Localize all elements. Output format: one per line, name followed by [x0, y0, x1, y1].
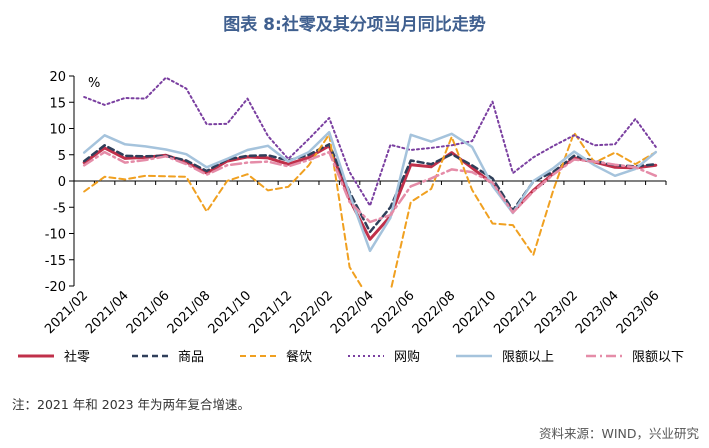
x-tick-label: 2023/06: [614, 288, 663, 337]
x-tick-label: 2023/04: [573, 288, 622, 337]
x-tick-label: 2022/06: [369, 288, 418, 337]
series-line-2: [83, 131, 657, 288]
x-tick-label: 2022/02: [287, 288, 336, 337]
y-tick-label: -20: [45, 280, 66, 295]
footnote: 注：2021 年和 2023 年为两年复合增速。: [12, 397, 251, 412]
y-tick-label: 20: [49, 70, 66, 85]
x-tick-label: 2022/10: [451, 288, 500, 337]
legend-label: 限额以下: [632, 350, 684, 365]
x-tick-label: 2022/08: [410, 288, 459, 337]
x-tick-label: 2021/08: [165, 288, 214, 337]
y-tick-label: 0: [58, 175, 66, 190]
y-axis: [69, 75, 75, 287]
y-tick-label: -5: [53, 201, 66, 216]
series-line-4: [82, 130, 658, 253]
x-tick-label: 2022/04: [328, 288, 377, 337]
y-tick-labels: 20 15 10 5 0 -5 -10 -15 -20: [45, 70, 66, 295]
y-tick-label: 10: [49, 123, 66, 138]
x-tick-label: 2021/10: [206, 288, 255, 337]
legend-label: 社零: [64, 349, 90, 365]
legend: 社零 商品 餐饮 网购 限额以上 限额以下: [18, 349, 684, 365]
series-line-1: [82, 143, 658, 234]
x-tick-label: 2021/06: [124, 288, 173, 337]
y-tick-label: -15: [45, 254, 66, 269]
series-line-3: [83, 76, 657, 207]
series-lines: [82, 76, 658, 288]
x-tick-label: 2021/02: [42, 288, 91, 337]
x-tick-label: 2021/12: [246, 288, 295, 337]
x-axis: [73, 180, 667, 185]
chart-title: 图表 8:社零及其分项当月同比走势: [223, 15, 486, 35]
y-tick-label: -10: [45, 228, 66, 243]
y-tick-label: 15: [49, 96, 66, 111]
legend-label: 商品: [178, 350, 204, 365]
x-tick-labels: 2021/022021/042021/062021/082021/102021/…: [42, 288, 662, 337]
series-line-5: [82, 150, 658, 224]
source-credit: 资料来源：WIND，兴业研究: [538, 426, 699, 441]
y-unit-label: %: [88, 76, 100, 91]
legend-label: 餐饮: [286, 349, 312, 365]
x-tick-label: 2022/12: [491, 288, 540, 337]
legend-label: 网购: [394, 349, 420, 365]
x-tick-label: 2023/02: [532, 288, 581, 337]
legend-label: 限额以上: [502, 350, 554, 365]
x-tick-label: 2021/04: [83, 288, 132, 337]
y-tick-label: 5: [58, 149, 66, 164]
